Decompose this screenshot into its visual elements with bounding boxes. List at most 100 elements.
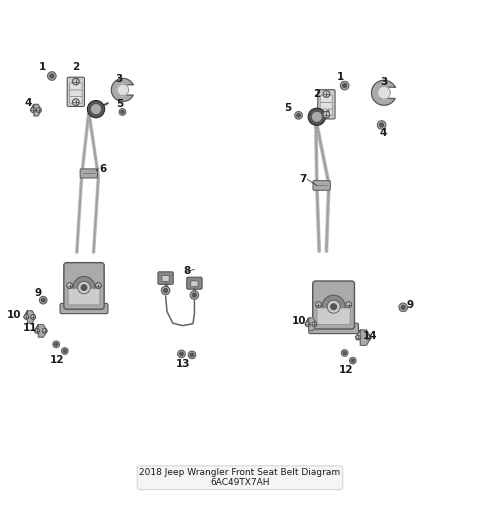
Text: 7: 7 [300, 174, 307, 184]
Circle shape [331, 304, 336, 310]
Circle shape [323, 111, 330, 118]
Polygon shape [35, 325, 47, 337]
FancyBboxPatch shape [191, 281, 198, 286]
Circle shape [24, 314, 29, 319]
Circle shape [346, 302, 351, 307]
Text: 14: 14 [363, 331, 378, 341]
Text: 1: 1 [337, 72, 345, 82]
Circle shape [41, 298, 45, 302]
Circle shape [377, 121, 386, 129]
Circle shape [161, 286, 170, 295]
Circle shape [72, 99, 79, 105]
Circle shape [327, 300, 340, 313]
Circle shape [63, 350, 66, 353]
Text: 3: 3 [380, 77, 388, 87]
Circle shape [61, 348, 68, 354]
Circle shape [190, 291, 199, 300]
FancyBboxPatch shape [320, 96, 333, 102]
Text: 6: 6 [99, 164, 107, 174]
Circle shape [401, 306, 405, 309]
Text: 1: 1 [38, 62, 46, 72]
Circle shape [308, 108, 325, 125]
Circle shape [366, 335, 371, 340]
Text: 12: 12 [49, 355, 64, 365]
FancyBboxPatch shape [318, 90, 335, 119]
FancyBboxPatch shape [68, 289, 100, 305]
Text: 8: 8 [183, 266, 191, 276]
Circle shape [322, 295, 345, 318]
Circle shape [316, 302, 322, 307]
Text: 3: 3 [115, 74, 123, 84]
Polygon shape [372, 80, 395, 105]
Circle shape [312, 322, 317, 327]
Polygon shape [117, 84, 129, 96]
FancyBboxPatch shape [313, 181, 330, 190]
Circle shape [349, 357, 356, 364]
Text: 2: 2 [313, 89, 321, 99]
FancyBboxPatch shape [158, 272, 173, 284]
Circle shape [351, 359, 354, 362]
Circle shape [78, 281, 90, 294]
Text: 5: 5 [116, 99, 124, 110]
FancyBboxPatch shape [70, 96, 82, 103]
Polygon shape [378, 87, 390, 99]
Polygon shape [305, 318, 317, 330]
Circle shape [178, 350, 185, 358]
Text: 4: 4 [379, 128, 387, 138]
Circle shape [31, 108, 36, 113]
Circle shape [72, 78, 79, 85]
Circle shape [50, 74, 54, 78]
FancyBboxPatch shape [317, 308, 350, 325]
FancyBboxPatch shape [67, 77, 84, 106]
FancyBboxPatch shape [64, 263, 104, 309]
Circle shape [343, 83, 347, 88]
Text: 10: 10 [292, 316, 307, 326]
Circle shape [87, 100, 105, 118]
Circle shape [119, 109, 126, 115]
Circle shape [190, 353, 194, 356]
Text: 11: 11 [23, 324, 37, 333]
Text: 2018 Jeep Wrangler Front Seat Belt Diagram
6AC49TX7AH: 2018 Jeep Wrangler Front Seat Belt Diagr… [139, 468, 341, 487]
Circle shape [192, 293, 196, 297]
Text: 4: 4 [24, 98, 32, 109]
Circle shape [48, 72, 56, 80]
Circle shape [53, 341, 60, 348]
Circle shape [180, 352, 183, 356]
Circle shape [92, 105, 100, 114]
Circle shape [81, 285, 87, 290]
Text: 10: 10 [7, 310, 22, 319]
Text: 12: 12 [338, 365, 353, 375]
FancyBboxPatch shape [162, 275, 169, 282]
Polygon shape [111, 78, 133, 101]
Circle shape [343, 351, 346, 354]
FancyBboxPatch shape [320, 102, 333, 109]
Circle shape [380, 123, 384, 127]
Circle shape [73, 276, 95, 298]
FancyBboxPatch shape [70, 90, 82, 97]
Circle shape [35, 329, 39, 333]
FancyBboxPatch shape [60, 304, 108, 314]
Polygon shape [24, 311, 36, 323]
FancyBboxPatch shape [313, 281, 354, 329]
FancyBboxPatch shape [309, 323, 359, 334]
Text: 13: 13 [176, 359, 191, 370]
Circle shape [121, 111, 124, 114]
Circle shape [340, 81, 349, 90]
Circle shape [305, 322, 310, 327]
Circle shape [42, 329, 47, 333]
FancyBboxPatch shape [187, 277, 202, 289]
Polygon shape [31, 104, 41, 116]
Text: 9: 9 [35, 288, 42, 298]
Circle shape [96, 283, 101, 288]
Text: 2: 2 [72, 62, 80, 72]
Circle shape [39, 296, 47, 304]
Polygon shape [356, 330, 371, 345]
Text: 5: 5 [284, 103, 292, 113]
Circle shape [36, 108, 41, 113]
FancyBboxPatch shape [320, 109, 333, 116]
Circle shape [164, 289, 168, 292]
Circle shape [399, 303, 408, 312]
Circle shape [67, 283, 72, 288]
Circle shape [356, 335, 360, 340]
Circle shape [31, 314, 36, 319]
